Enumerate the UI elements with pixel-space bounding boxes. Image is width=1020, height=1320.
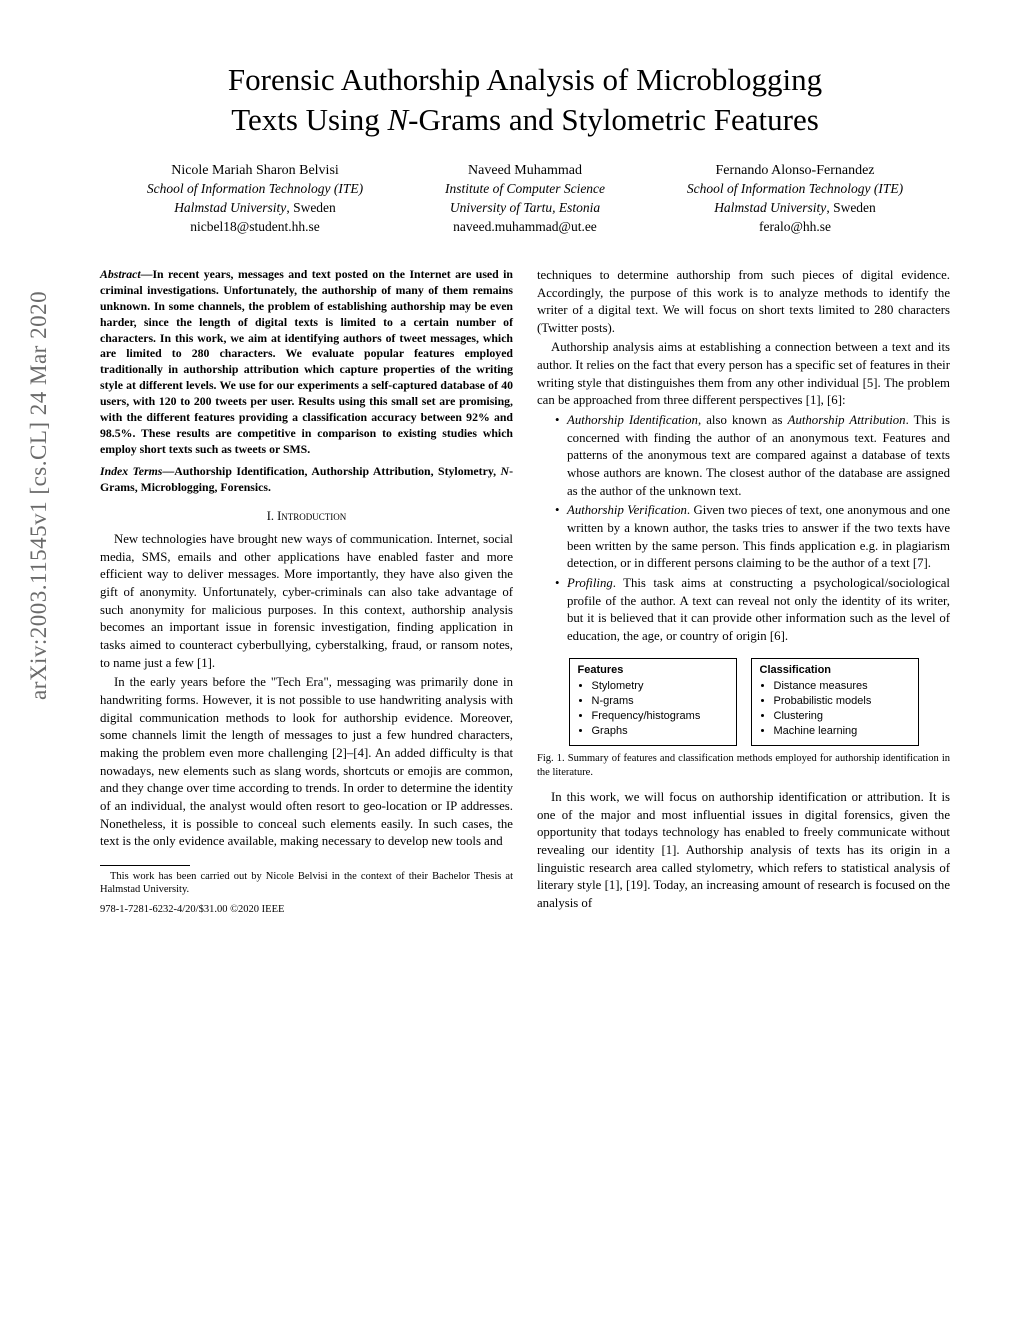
col2-p3: In this work, we will focus on authorshi… (537, 789, 950, 913)
index-text-a: —Authorship Identification, Authorship A… (162, 464, 500, 478)
list-item: N-grams (592, 694, 728, 709)
list-item: Authorship Verification. Given two piece… (555, 502, 950, 573)
author-affil: School of Information Technology (ITE) (120, 180, 390, 199)
intro-p1: New technologies have brought new ways o… (100, 531, 513, 672)
index-terms: Index Terms—Authorship Identification, A… (100, 464, 513, 496)
index-var: N (501, 464, 510, 478)
author-email: feralo@hh.se (660, 218, 930, 237)
two-columns: Abstract—In recent years, messages and t… (100, 267, 950, 917)
index-label: Index Terms (100, 464, 162, 478)
list-item: Frequency/histograms (592, 709, 728, 724)
list-item: Probabilistic models (774, 694, 910, 709)
classification-head: Classification (760, 663, 910, 678)
author-univ: Halmstad University, Sweden (120, 199, 390, 218)
list-item: Authorship Identification, also known as… (555, 412, 950, 500)
left-column: Abstract—In recent years, messages and t… (100, 267, 513, 917)
author-email: nicbel18@student.hh.se (120, 218, 390, 237)
footnote-2: 978-1-7281-6232-4/20/$31.00 ©2020 IEEE (100, 903, 513, 917)
list-item: Machine learning (774, 724, 910, 739)
author-2: Naveed Muhammad Institute of Computer Sc… (390, 161, 660, 237)
page: Forensic Authorship Analysis of Microblo… (0, 0, 1020, 957)
figure-1: Features Stylometry N-grams Frequency/hi… (537, 658, 950, 746)
section-1-heading: I. Introduction (100, 508, 513, 525)
list-item: Stylometry (592, 679, 728, 694)
author-name: Naveed Muhammad (390, 161, 660, 181)
title-line2b: -Grams and Stylometric Features (408, 102, 819, 137)
right-column: techniques to determine authorship from … (537, 267, 950, 917)
classification-list: Distance measures Probabilistic models C… (760, 679, 910, 738)
features-head: Features (578, 663, 728, 678)
author-univ: Halmstad University, Sweden (660, 199, 930, 218)
title-line1: Forensic Authorship Analysis of Microblo… (228, 62, 822, 97)
author-email: naveed.muhammad@ut.ee (390, 218, 660, 237)
list-item: Profiling. This task aims at constructin… (555, 575, 950, 646)
col2-p2: Authorship analysis aims at establishing… (537, 339, 950, 410)
abstract: Abstract—In recent years, messages and t… (100, 267, 513, 458)
paper-title: Forensic Authorship Analysis of Microblo… (100, 60, 950, 141)
list-item: Graphs (592, 724, 728, 739)
author-name: Fernando Alonso-Fernandez (660, 161, 930, 181)
author-affil: School of Information Technology (ITE) (660, 180, 930, 199)
intro-p2: In the early years before the "Tech Era"… (100, 674, 513, 851)
authors-row: Nicole Mariah Sharon Belvisi School of I… (120, 161, 930, 237)
perspectives-list: Authorship Identification, also known as… (555, 412, 950, 646)
abstract-text: —In recent years, messages and text post… (100, 267, 513, 456)
title-var: N (387, 102, 408, 137)
title-line2a: Texts Using (231, 102, 387, 137)
author-univ: University of Tartu, Estonia (390, 199, 660, 218)
author-affil: Institute of Computer Science (390, 180, 660, 199)
footnote-1: This work has been carried out by Nicole… (100, 870, 513, 897)
author-1: Nicole Mariah Sharon Belvisi School of I… (120, 161, 390, 237)
figure-1-caption: Fig. 1. Summary of features and classifi… (537, 752, 950, 779)
list-item: Clustering (774, 709, 910, 724)
footnote-rule (100, 865, 190, 866)
author-name: Nicole Mariah Sharon Belvisi (120, 161, 390, 181)
abstract-label: Abstract (100, 267, 141, 281)
col2-p1: techniques to determine authorship from … (537, 267, 950, 338)
features-list: Stylometry N-grams Frequency/histograms … (578, 679, 728, 738)
figure-classification-box: Classification Distance measures Probabi… (751, 658, 919, 746)
figure-features-box: Features Stylometry N-grams Frequency/hi… (569, 658, 737, 746)
author-3: Fernando Alonso-Fernandez School of Info… (660, 161, 930, 237)
list-item: Distance measures (774, 679, 910, 694)
